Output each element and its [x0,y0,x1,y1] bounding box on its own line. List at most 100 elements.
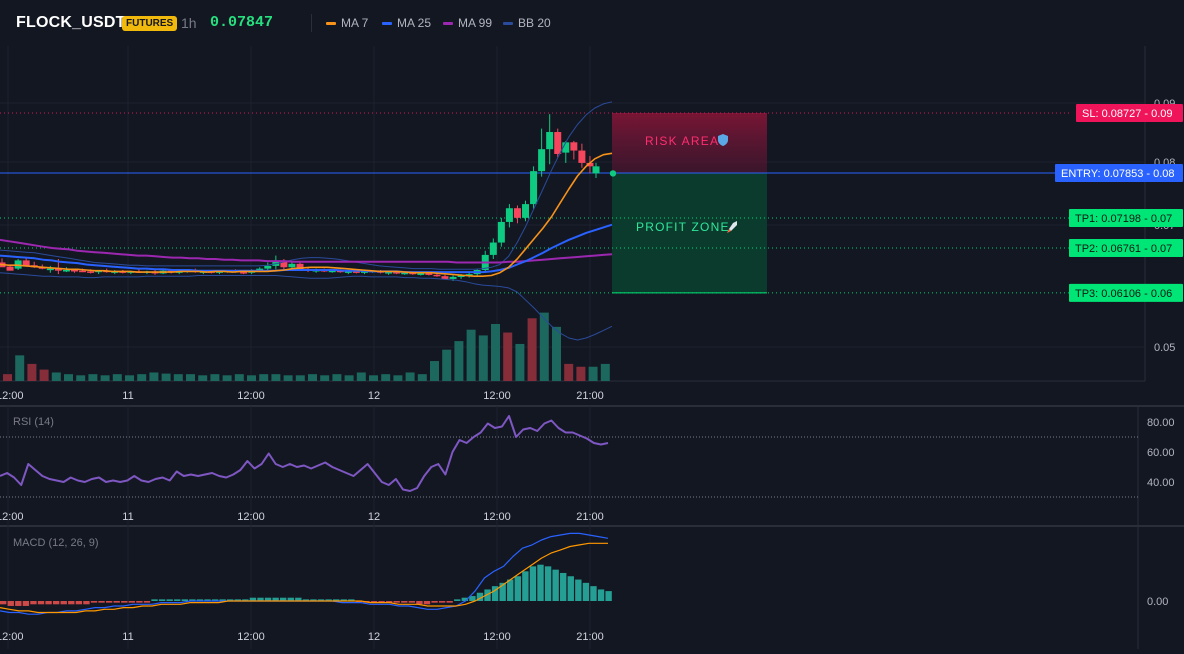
candle[interactable] [489,242,497,255]
time-tick-label: 12:00 [237,511,265,523]
time-tick-label: 12:00 [483,631,511,643]
candle[interactable] [54,268,62,271]
timeframe-label[interactable]: 1h [181,15,197,31]
candle[interactable] [538,149,546,172]
legend-ma7[interactable]: MA 7 [326,16,368,30]
macd-histogram-bar [105,601,113,603]
macd-histogram-bar [219,599,226,601]
candle[interactable] [530,171,538,205]
candle[interactable] [554,132,562,154]
level-tag-sl[interactable] [1076,103,1183,122]
level-tag-tp[interactable] [1069,238,1183,257]
candle[interactable] [87,271,95,273]
volume-bar [88,374,98,381]
volume-bar [161,373,171,381]
level-tag-text: TP1: 0.07198 - 0.07 [1075,213,1172,225]
candle[interactable] [288,263,296,268]
legend-ma99[interactable]: MA 99 [443,16,492,30]
candle[interactable] [22,260,30,266]
macd-histogram-bar [242,599,249,601]
candle[interactable] [409,272,417,275]
level-tag-tp[interactable] [1069,283,1183,302]
candle[interactable] [449,276,457,279]
macd-histogram-bar [136,601,143,603]
candle[interactable] [62,270,70,272]
candle[interactable] [417,273,425,275]
candle[interactable] [433,274,441,277]
current-candle[interactable] [592,166,600,174]
candle[interactable] [70,270,78,272]
macd-histogram-bar [30,601,37,605]
volume-bar [381,374,391,381]
candle[interactable] [280,261,288,268]
volume-bar [356,372,366,381]
candle[interactable] [6,266,14,271]
macd-histogram-bar [52,601,60,605]
macd-histogram-bar [166,599,173,601]
volume-bar [198,375,208,381]
candle[interactable] [570,142,578,151]
candle[interactable] [79,270,87,273]
bb-upper-line [0,101,613,270]
futures-badge: FUTURES [122,16,178,31]
volume-bar [576,366,586,381]
level-tag-tp[interactable] [1069,208,1183,227]
macd-title: MACD (12, 26, 9) [13,537,99,549]
volume-bar [3,374,12,381]
candle[interactable] [256,268,264,271]
price-pane-bg[interactable] [0,46,1145,381]
volume-bar [125,375,134,381]
candle[interactable] [513,208,521,218]
candle[interactable] [522,204,530,218]
candle[interactable] [360,271,368,273]
candle[interactable] [441,276,449,279]
candle[interactable] [425,273,433,275]
candle[interactable] [336,270,344,273]
legend-bb20[interactable]: BB 20 [503,16,551,30]
legend-swatch-bb20 [503,21,513,25]
macd-histogram-bar [143,601,151,603]
rsi-tick-label: 60.00 [1147,447,1175,459]
candle[interactable] [385,272,393,274]
volume-bar [149,372,159,381]
candle[interactable] [296,263,304,270]
candle[interactable] [352,271,360,273]
candle[interactable] [465,274,473,276]
candle[interactable] [240,272,248,274]
volume-bar [259,374,269,381]
macd-histogram-bar [484,589,491,601]
candle[interactable] [546,132,554,150]
level-tag-entry[interactable] [1055,164,1183,182]
level-tag-text: TP3: 0.06106 - 0.06 [1075,288,1172,300]
symbol-name[interactable]: FLOCK_USDT [16,14,126,31]
candle[interactable] [562,142,570,153]
macd-histogram-bar [370,601,378,603]
volume-bar [295,375,305,381]
candle[interactable] [578,150,586,163]
macd-histogram-bar [90,601,98,603]
candle[interactable] [328,270,336,273]
candle[interactable] [586,162,594,167]
profit-zone[interactable] [612,173,767,293]
candle[interactable] [264,265,272,269]
ma25-line [0,223,613,274]
legend-swatch-ma25 [382,21,392,25]
time-tick-label: 11 [122,511,133,523]
candle[interactable] [457,275,465,277]
macd-histogram-bar [469,596,476,601]
candle[interactable] [393,272,401,274]
legend-ma25[interactable]: MA 25 [382,16,431,30]
candle[interactable] [46,268,54,271]
candle[interactable] [401,272,409,275]
candle[interactable] [497,221,505,243]
macd-histogram-bar [423,601,431,605]
volume-bar [430,361,439,381]
volume-bar [64,374,73,381]
macd-histogram-bar [189,599,196,601]
candle[interactable] [344,271,352,273]
macd-histogram-bar [597,589,605,601]
risk-area-zone[interactable] [612,112,767,173]
candle[interactable] [505,208,513,222]
